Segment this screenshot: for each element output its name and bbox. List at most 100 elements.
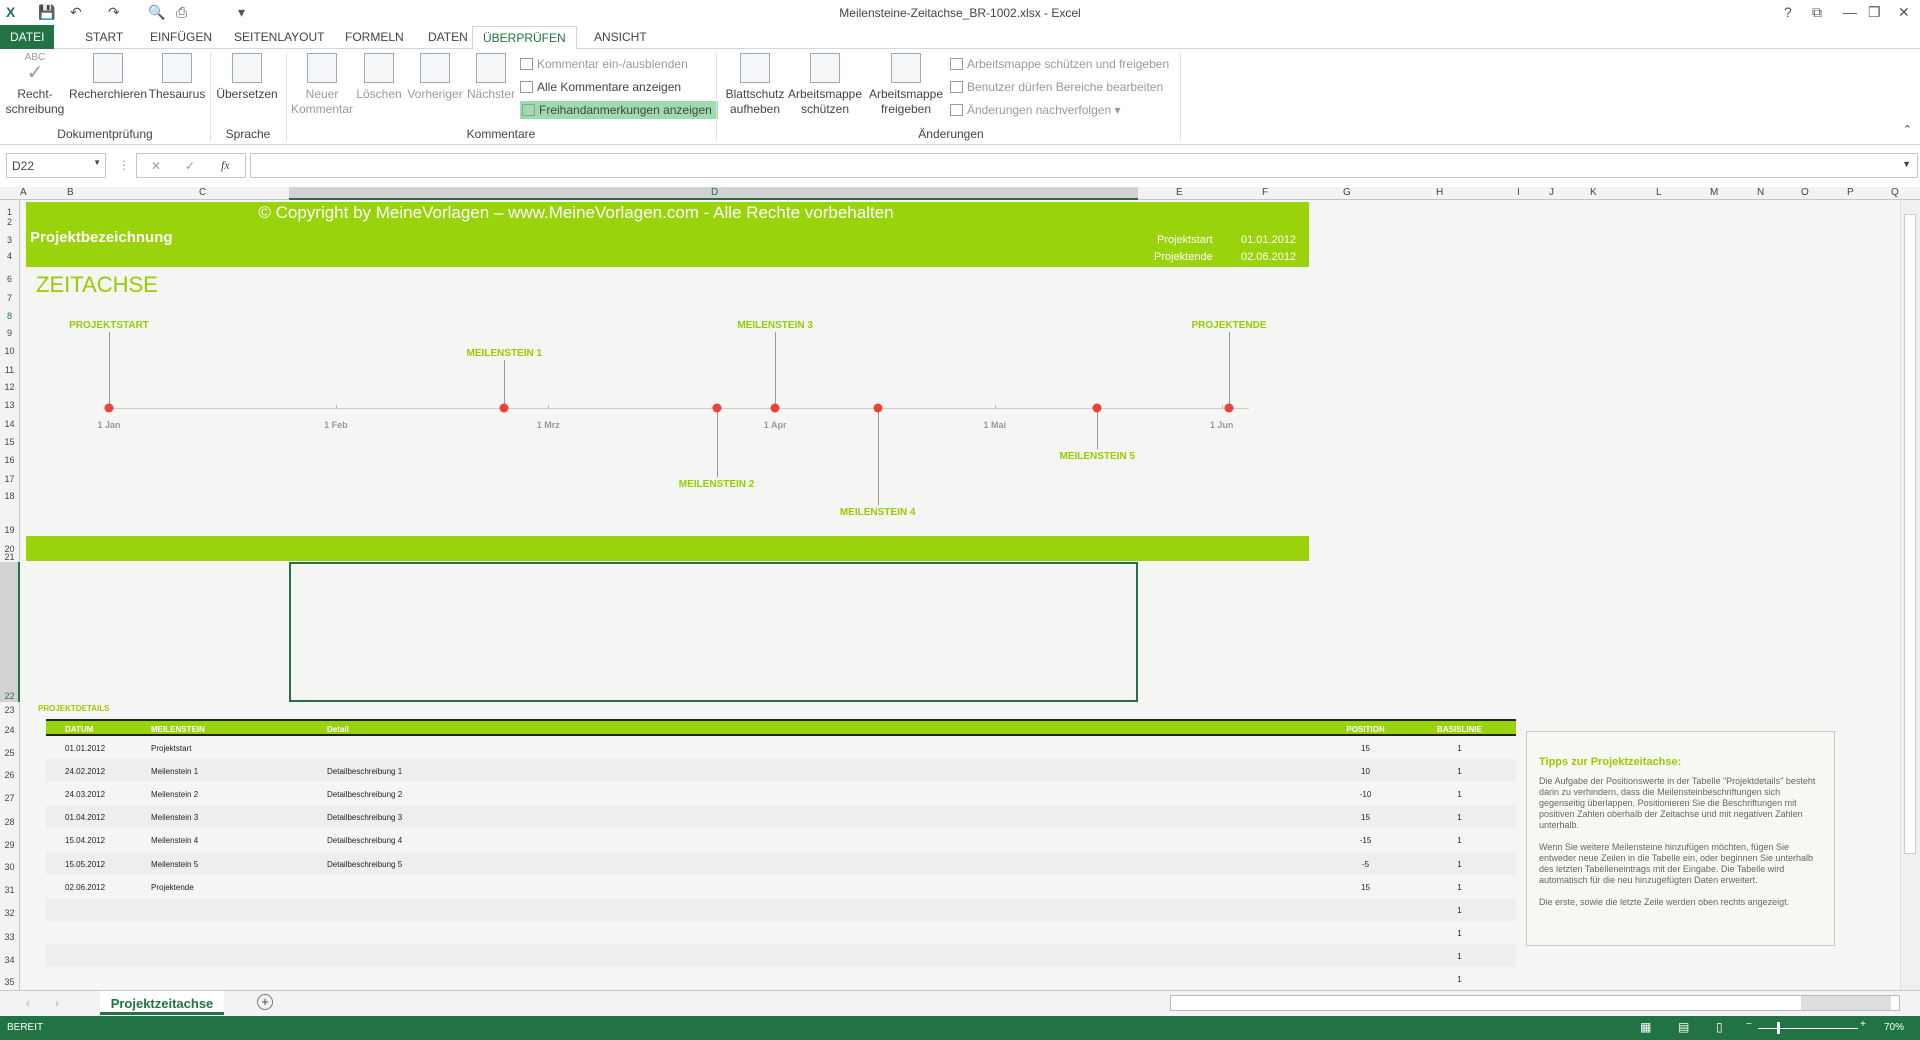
row-header-24[interactable]: 24 (4, 724, 15, 735)
prev-sheet-icon[interactable]: ‹ (26, 996, 30, 1010)
ribbon-small-button[interactable]: Freihandanmerkungen anzeigen (520, 101, 718, 119)
minimize-button[interactable]: — (1843, 4, 1857, 20)
table-row[interactable]: 01.04.2012 Meilenstein 3 Detailbeschreibun… (46, 805, 1516, 829)
row-header-19[interactable]: 19 (4, 525, 15, 536)
ribbon-button-nächster[interactable]: Nächster (462, 53, 520, 102)
column-header-C[interactable]: C (199, 187, 207, 198)
column-header-M[interactable]: M (1710, 187, 1719, 198)
ribbon-button-löschen[interactable]: Löschen (354, 53, 404, 102)
row-header-14[interactable]: 14 (4, 418, 15, 429)
row-header-25[interactable]: 25 (4, 748, 15, 759)
ribbon-button-blattschutzaufheben[interactable]: Blattschutz aufheben (720, 53, 790, 117)
row-header-11[interactable]: 11 (4, 364, 15, 375)
ribbon-button-vorheriger[interactable]: Vorheriger (404, 53, 466, 102)
table-row[interactable]: 02.06.2012 Projektende 15 1 (46, 874, 1516, 898)
row-header-23[interactable]: 23 (4, 705, 15, 716)
help-button[interactable]: ? (1784, 4, 1792, 20)
column-header-O[interactable]: O (1801, 187, 1809, 198)
row-header-13[interactable]: 13 (4, 400, 15, 411)
ribbon-small-button[interactable]: Arbeitsmappe schützen und freigeben (950, 57, 1169, 71)
column-header-H[interactable]: H (1436, 187, 1444, 198)
row-header-21[interactable]: 21 (4, 552, 15, 563)
print-preview-icon[interactable]: 🔍 (148, 4, 166, 20)
name-box[interactable]: D22 ▼ (6, 153, 106, 178)
table-row[interactable]: 15.04.2012 Meilenstein 4 Detailbeschreibun… (46, 828, 1516, 852)
row-header-31[interactable]: 31 (4, 885, 15, 896)
ribbon-small-button[interactable]: Änderungen nachverfolgen ▾ (950, 103, 1120, 117)
row-header-34[interactable]: 34 (4, 955, 15, 965)
sheet-tab-projektzeitachse[interactable]: Projektzeitachse (100, 991, 224, 1015)
column-header-L[interactable]: L (1656, 187, 1662, 198)
row-header-33[interactable]: 33 (4, 931, 15, 942)
ribbon-button-neuerkommentar[interactable]: Neuer Kommentar (286, 53, 358, 117)
column-header-datum[interactable]: DATUM (65, 725, 94, 734)
row-header-10[interactable]: 10 (4, 346, 15, 357)
selected-cell-d22[interactable] (289, 562, 1138, 702)
table-row[interactable]: 1 (46, 897, 1516, 921)
vertical-scrollbar[interactable] (1900, 200, 1920, 990)
column-header-E[interactable]: E (1176, 187, 1183, 198)
row-header-15[interactable]: 15 (4, 437, 15, 448)
close-button[interactable]: ✕ (1898, 4, 1910, 20)
row-header-32[interactable]: 32 (4, 908, 15, 919)
add-sheet-button[interactable]: + (257, 994, 273, 1010)
tab-datei[interactable]: DATEI (0, 25, 55, 49)
column-header-F[interactable]: F (1262, 187, 1269, 198)
tab-formeln[interactable]: FORMELN (345, 30, 404, 44)
horizontal-scrollbar[interactable] (1170, 995, 1900, 1011)
column-header-detail[interactable]: Detail (327, 725, 349, 734)
row-header-17[interactable]: 17 (4, 473, 15, 484)
table-row[interactable]: 24.03.2012 Meilenstein 2 Detailbeschreibun… (46, 782, 1516, 806)
ribbon-small-button[interactable]: Kommentar ein-/ausblenden (520, 57, 688, 71)
table-row[interactable]: 1 (46, 943, 1516, 967)
function-icon[interactable]: fx (221, 158, 230, 172)
tab-seitenlayout[interactable]: SEITENLAYOUT (234, 30, 325, 44)
tab-einfügen[interactable]: EINFÜGEN (150, 30, 213, 44)
column-header-meilenstein[interactable]: MEILENSTEIN (151, 725, 205, 734)
column-header-I[interactable]: I (1517, 187, 1520, 198)
tab-ansicht[interactable]: ANSICHT (594, 30, 647, 44)
row-header-2[interactable]: 2 (6, 216, 12, 227)
scrollbar-thumb[interactable] (1904, 214, 1916, 854)
row-header-30[interactable]: 30 (4, 861, 15, 872)
row-header-4[interactable]: 4 (6, 250, 12, 261)
ribbon-button-arbeitsmappeschützen[interactable]: Arbeitsmappe schützen (787, 53, 863, 117)
customize-icon[interactable]: ▾ (238, 4, 246, 20)
row-header-8[interactable]: 8 (6, 310, 12, 321)
collapse-ribbon-icon[interactable]: ⌃ (1902, 124, 1912, 136)
column-header-J[interactable]: J (1549, 187, 1554, 198)
ribbon-button-thesaurus[interactable]: Thesaurus (146, 53, 208, 102)
page-layout-icon[interactable]: ▤ (1678, 1020, 1690, 1034)
column-header-Q[interactable]: Q (1891, 187, 1899, 198)
column-header-N[interactable]: N (1757, 187, 1765, 198)
row-header-3[interactable]: 3 (6, 235, 12, 245)
row-header-28[interactable]: 28 (4, 816, 15, 827)
zoom-level[interactable]: 70% (1884, 1022, 1905, 1033)
next-sheet-icon[interactable]: › (55, 996, 59, 1010)
column-header-position[interactable]: POSITION (1346, 725, 1385, 734)
tab-daten[interactable]: DATEN (428, 30, 468, 44)
row-header-12[interactable]: 12 (4, 381, 15, 392)
row-header-16[interactable]: 16 (4, 455, 15, 466)
scrollbar-thumb[interactable] (1801, 996, 1891, 1010)
cancel-icon[interactable]: ✕ (151, 159, 162, 173)
table-row[interactable]: 01.01.2012 Projektstart 15 1 (46, 736, 1516, 759)
row-header-20[interactable]: 20 (4, 543, 15, 554)
table-row[interactable]: 1 (46, 920, 1516, 944)
tab-start[interactable]: START (85, 30, 124, 44)
table-row[interactable]: 15.05.2012 Meilenstein 5 Detailbeschreibun… (46, 851, 1516, 875)
ribbon-button-übersetzen[interactable]: Übersetzen (214, 53, 280, 102)
column-header-K[interactable]: K (1590, 187, 1597, 198)
redo-icon[interactable]: ↷ (108, 4, 120, 20)
zoom-thumb[interactable] (1776, 1022, 1780, 1034)
page-break-icon[interactable]: ▯ (1716, 1020, 1723, 1034)
row-header-26[interactable]: 26 (4, 770, 15, 781)
row-header-35[interactable]: 35 (4, 977, 15, 988)
ribbon-display-button[interactable]: ⧉ (1812, 4, 1822, 20)
column-header-B[interactable]: B (67, 187, 74, 198)
save-icon[interactable]: 💾 (38, 4, 56, 20)
row-header-18[interactable]: 18 (4, 490, 15, 501)
normal-view-icon[interactable]: ▦ (1640, 1020, 1652, 1034)
row-header-6[interactable]: 6 (6, 274, 12, 285)
ribbon-button-rechtschreibung[interactable]: ABC ✓ Recht-schreibung (4, 53, 66, 117)
